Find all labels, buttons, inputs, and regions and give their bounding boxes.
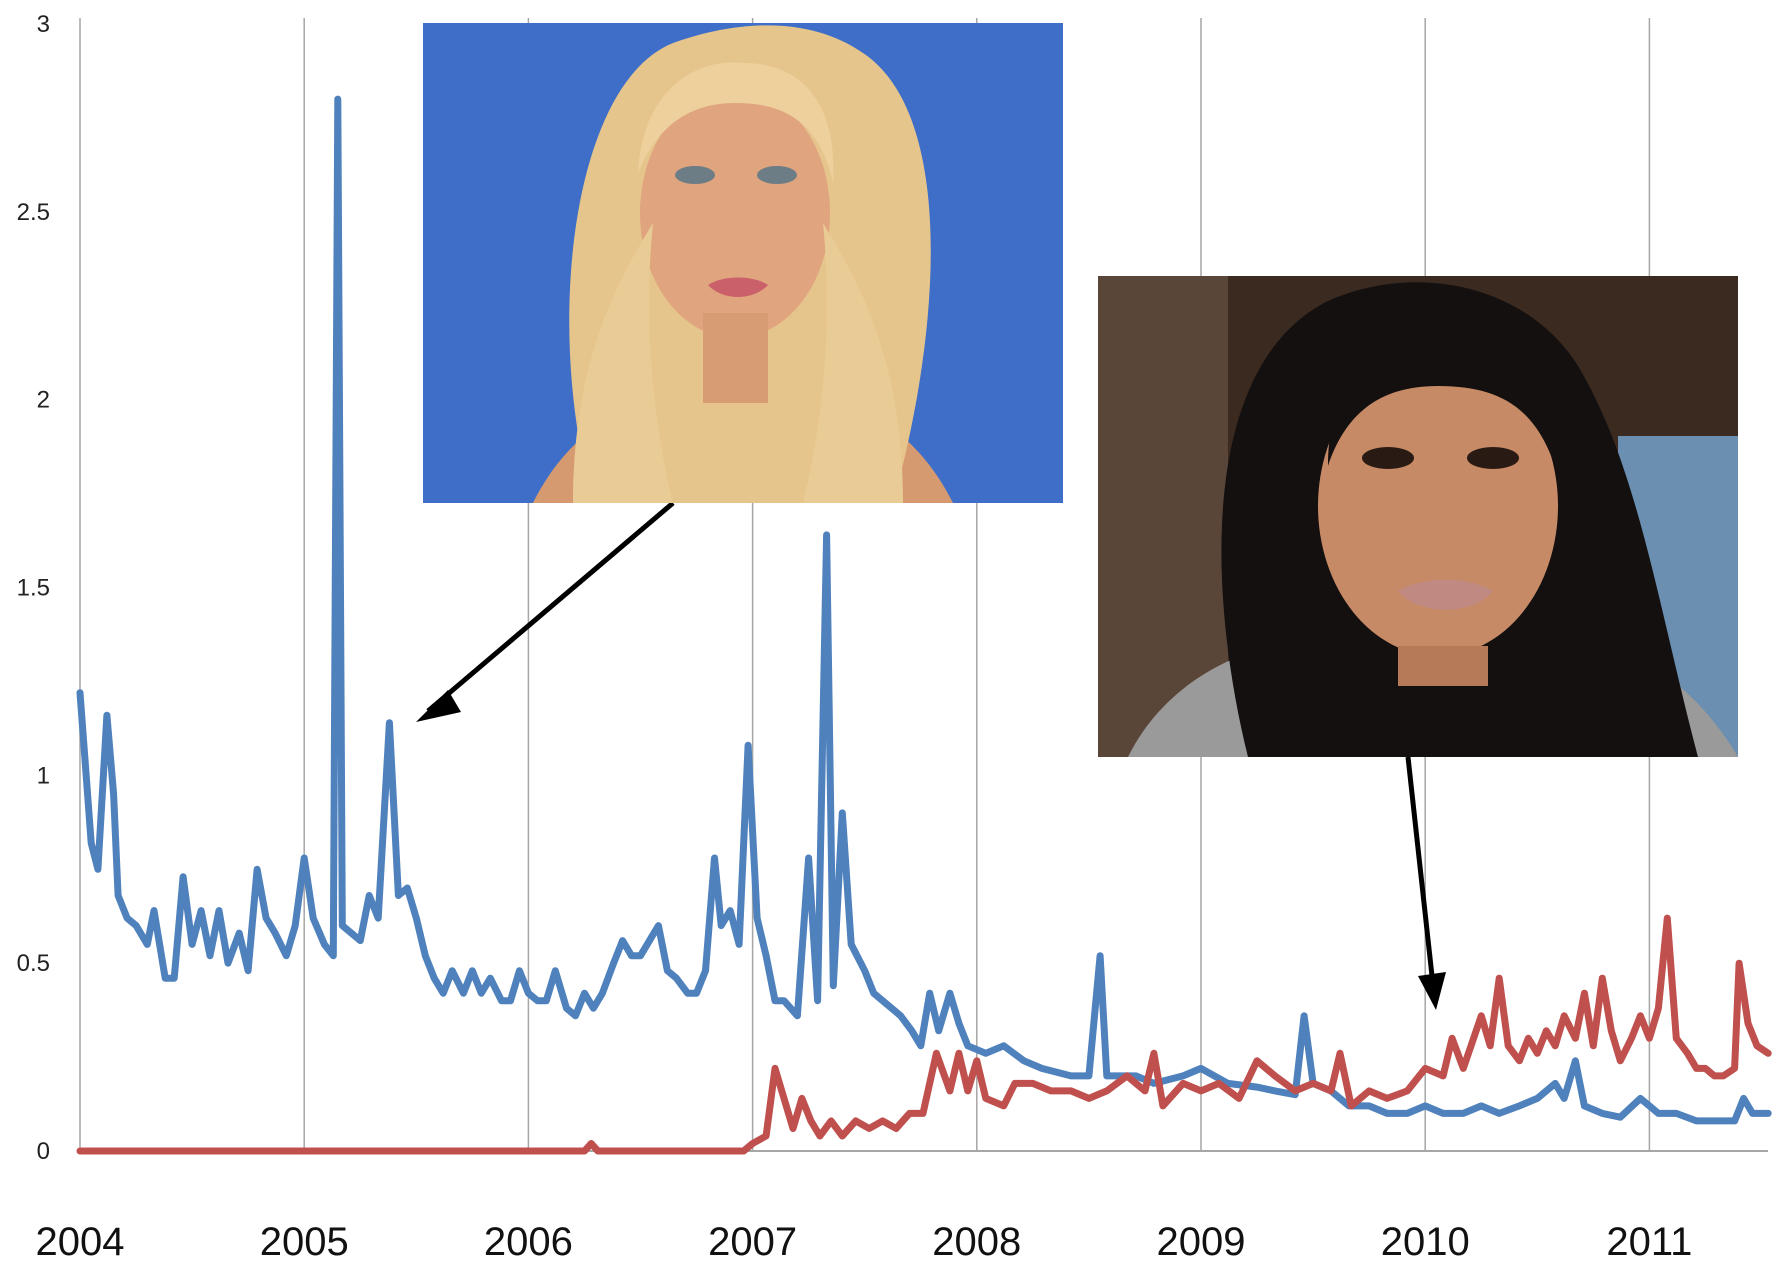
x-tick-label: 2008 [932, 1220, 1021, 1264]
x-tick-label: 2006 [484, 1220, 573, 1264]
y-tick-label: 3 [37, 11, 50, 38]
y-axis-ticks: 0 0.5 1 1.5 2 2.5 3 [17, 11, 50, 1165]
x-tick-label: 2010 [1381, 1220, 1470, 1264]
y-tick-label: 0 [37, 1138, 50, 1165]
x-axis-ticks: 2004 2005 2006 2007 2008 2009 2010 2011 [36, 1220, 1693, 1264]
arrow-to-red-line [1408, 757, 1446, 1010]
y-tick-label: 0.5 [17, 950, 50, 977]
dark-haired-woman-portrait [1098, 276, 1738, 757]
x-tick-label: 2004 [36, 1220, 125, 1264]
arrow-to-blue-peak [416, 503, 673, 722]
y-tick-label: 2 [37, 387, 50, 414]
blonde-woman-portrait [423, 23, 1063, 503]
y-tick-label: 1.5 [17, 575, 50, 602]
x-tick-label: 2011 [1606, 1220, 1692, 1264]
y-tick-label: 2.5 [17, 199, 50, 226]
x-tick-label: 2005 [260, 1220, 349, 1264]
y-tick-label: 1 [37, 762, 50, 789]
x-tick-label: 2009 [1157, 1220, 1246, 1264]
x-tick-label: 2007 [708, 1220, 797, 1264]
